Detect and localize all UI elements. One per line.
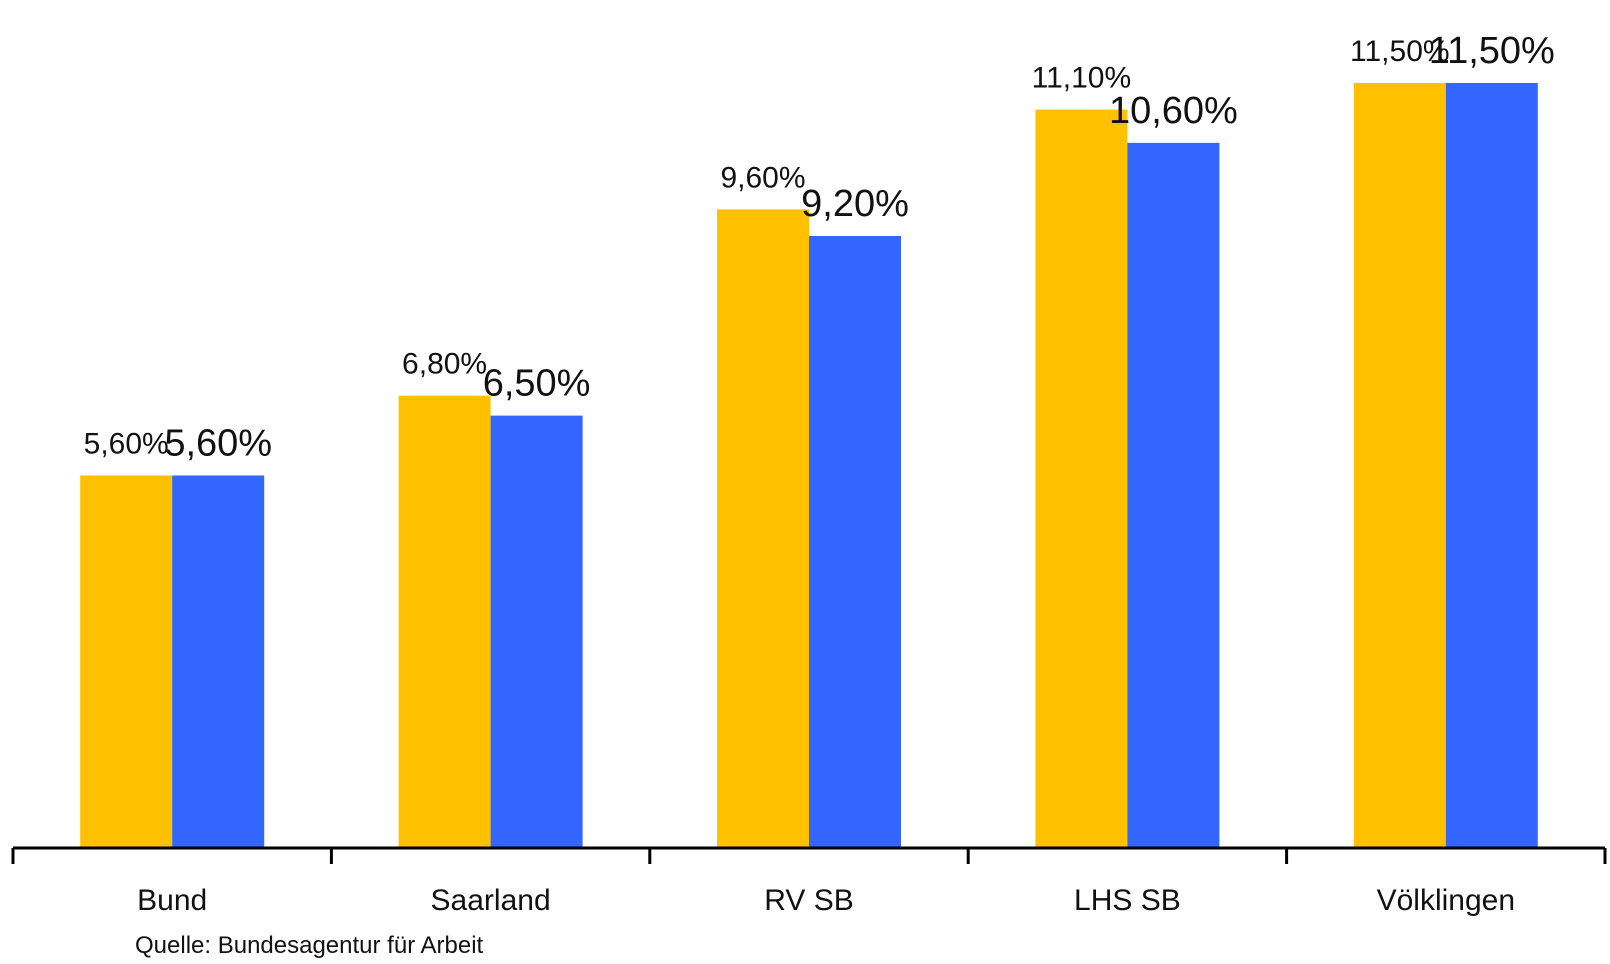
- category-labels-group: Bund Saarland RV SB LHS SB Völklingen: [137, 884, 1515, 917]
- value-label-blue-0: 5,60%: [164, 422, 272, 464]
- bar-blue-0: [172, 475, 265, 848]
- x-axis: [11, 846, 1607, 864]
- bar-yellow-4: [1353, 83, 1446, 848]
- value-label-yellow-3: 11,10%: [1032, 62, 1132, 95]
- value-label-blue-4: 11,50%: [1429, 30, 1555, 72]
- value-label-yellow-2: 9,60%: [720, 161, 805, 194]
- source-note: Quelle: Bundesagentur für Arbeit: [135, 932, 484, 959]
- bar-yellow-2: [717, 209, 809, 849]
- bar-yellow-1: [398, 395, 491, 848]
- value-label-blue-1: 6,50%: [483, 363, 591, 405]
- value-label-yellow-0: 5,60%: [84, 427, 169, 460]
- category-label-4: Völklingen: [1377, 884, 1515, 917]
- bar-blue-1: [490, 415, 583, 848]
- value-label-yellow-4: 11,50%: [1350, 35, 1450, 68]
- bar-blue-4: [1445, 83, 1538, 848]
- category-label-3: LHS SB: [1074, 884, 1181, 917]
- bar-blue-3: [1127, 142, 1220, 848]
- value-label-blue-3: 10,60%: [1109, 90, 1238, 132]
- bar-yellow-0: [80, 475, 173, 848]
- value-label-yellow-1: 6,80%: [402, 348, 487, 381]
- bar-blue-2: [809, 236, 901, 848]
- value-label-blue-2: 9,20%: [801, 183, 909, 225]
- category-label-1: Saarland: [431, 884, 551, 917]
- category-label-2: RV SB: [764, 884, 854, 917]
- value-labels-group: 5,60%5,60% 6,80%6,50% 9,60%9,20% 11,10%10,6…: [84, 30, 1555, 464]
- category-label-0: Bund: [137, 884, 207, 917]
- bar-yellow-3: [1035, 109, 1128, 848]
- bars-group: [80, 83, 1538, 849]
